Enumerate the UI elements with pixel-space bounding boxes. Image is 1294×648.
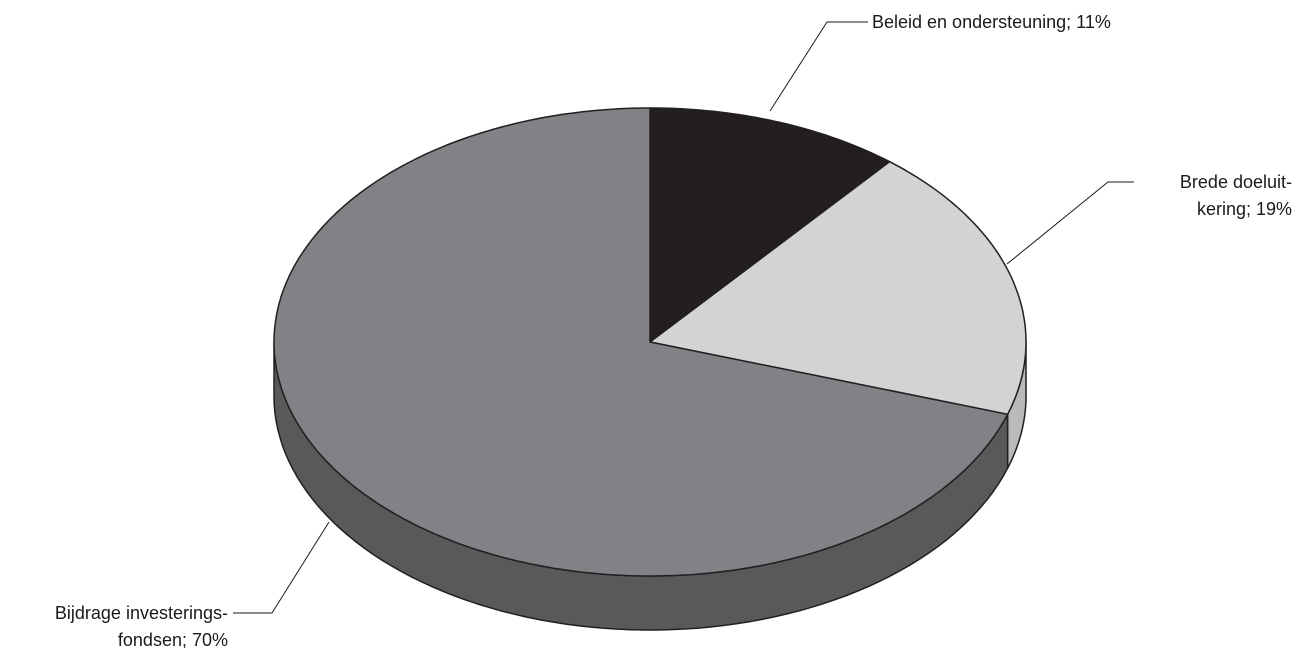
pie-top (273, 107, 1027, 577)
label-beleid-line: Beleid en ondersteuning; 11% (872, 12, 1111, 32)
slice-brede (649, 160, 1027, 416)
labels: Beleid en ondersteuning; 11% Brede doel­u… (55, 12, 1292, 648)
label-bijdrage-line: fondsen; 70% (118, 630, 228, 648)
label-brede: Brede doel­uit-kering; 19% (1180, 172, 1292, 219)
label-brede-line: Brede doel­uit- (1180, 172, 1292, 192)
leader-line-bijdrage (233, 521, 330, 614)
leader-line-beleid (769, 21, 868, 112)
label-bijdrage: Bijdrage investerings-fondsen; 70% (55, 603, 228, 648)
slice-beleid (649, 107, 891, 343)
label-brede-line: kering; 19% (1197, 199, 1292, 219)
slice-bijdrage (273, 107, 1009, 577)
label-bijdrage-line: Bijdrage investerings- (55, 603, 228, 623)
leader-line-brede (1006, 181, 1134, 265)
label-beleid: Beleid en ondersteuning; 11% (872, 12, 1111, 32)
